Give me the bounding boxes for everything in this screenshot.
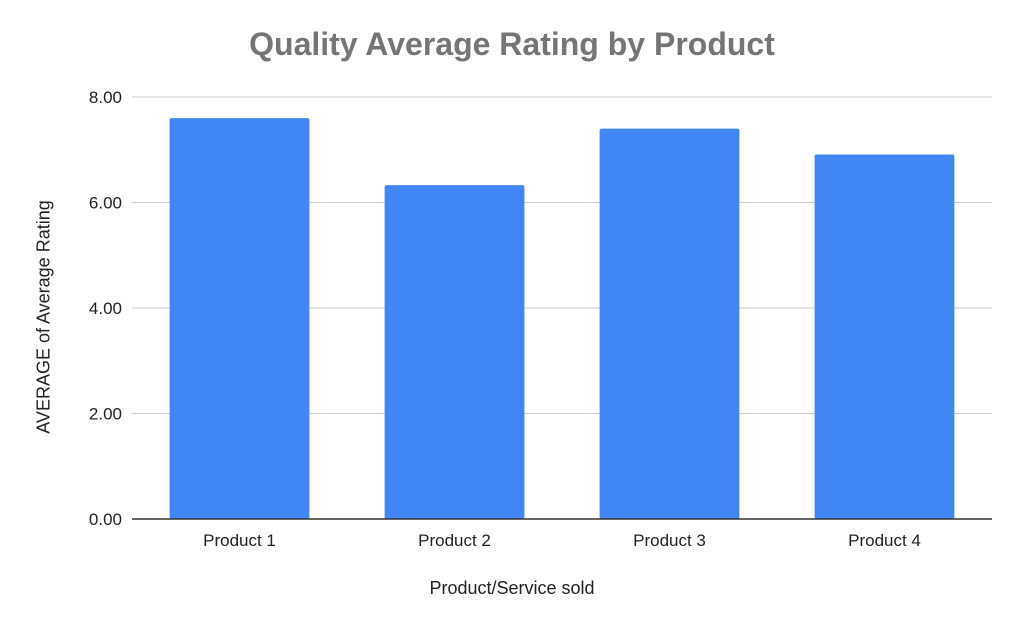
y-tick-label: 0.00 (89, 510, 122, 529)
y-tick-label: 8.00 (89, 88, 122, 107)
y-tick-label: 4.00 (89, 299, 122, 318)
y-tick-label: 6.00 (89, 194, 122, 213)
y-tick-label: 2.00 (89, 405, 122, 424)
bar (814, 154, 955, 519)
bar (599, 128, 740, 519)
bar (169, 118, 310, 519)
x-tick-label: Product 1 (203, 531, 276, 550)
x-tick-label: Product 4 (848, 531, 921, 550)
x-axis-label: Product/Service sold (429, 578, 595, 598)
x-tick-label: Product 3 (633, 531, 706, 550)
x-tick-label: Product 2 (418, 531, 491, 550)
chart-title: Quality Average Rating by Product (249, 26, 775, 62)
bar (384, 185, 525, 519)
